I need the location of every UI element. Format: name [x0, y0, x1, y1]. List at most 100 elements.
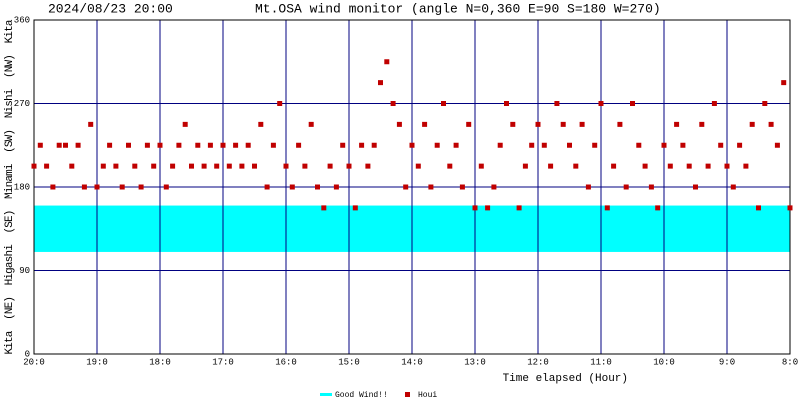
wind-point	[321, 205, 327, 211]
wind-point	[504, 101, 509, 106]
y-tick-label: 270	[14, 99, 30, 109]
x-axis-label: Time elapsed (Hour)	[503, 373, 628, 385]
wind-point	[37, 142, 43, 148]
wind-point	[107, 142, 113, 148]
wind-point	[75, 142, 81, 148]
wind-point	[699, 121, 705, 127]
wind-point	[258, 121, 264, 127]
x-tick-label: 18:0	[149, 357, 171, 367]
wind-point	[189, 163, 194, 169]
wind-point	[705, 163, 711, 169]
chart-title: Mt.OSA wind monitor (angle N=0,360 E=90 …	[255, 1, 661, 16]
wind-point	[434, 142, 440, 148]
wind-point	[396, 121, 402, 127]
wind-point	[176, 142, 182, 148]
wind-point	[737, 142, 743, 148]
wind-point	[686, 163, 692, 169]
wind-point	[390, 101, 396, 106]
wind-point	[270, 142, 276, 148]
wind-point	[315, 184, 320, 190]
x-tick-label: 20:0	[23, 357, 45, 367]
wind-point	[81, 184, 87, 190]
wind-point	[226, 163, 232, 169]
wind-point	[119, 184, 125, 190]
wind-point	[522, 163, 528, 169]
wind-point	[560, 121, 566, 127]
wind-point	[497, 142, 503, 148]
wind-point	[693, 184, 698, 190]
wind-point	[44, 163, 50, 169]
wind-point	[415, 163, 421, 169]
wind-point	[252, 163, 257, 169]
wind-point	[567, 142, 572, 148]
legend-swatch	[405, 392, 410, 397]
wind-point	[749, 121, 755, 127]
wind-point	[56, 142, 62, 148]
wind-point	[756, 205, 761, 211]
wind-point	[516, 205, 522, 211]
wind-point	[195, 142, 201, 148]
wind-point	[579, 121, 585, 127]
y-tick-label: 360	[14, 15, 30, 25]
wind-point	[478, 163, 484, 169]
wind-point	[214, 163, 220, 169]
wind-point	[94, 184, 100, 190]
wind-point	[510, 121, 516, 127]
wind-point	[63, 142, 68, 148]
wind-point	[598, 101, 604, 106]
wind-point	[182, 121, 188, 127]
timestamp: 2024/08/23 20:00	[48, 1, 173, 16]
wind-point	[302, 163, 308, 169]
wind-point	[239, 163, 245, 169]
wind-point	[422, 121, 428, 127]
wind-point	[170, 163, 176, 169]
wind-point	[491, 184, 497, 190]
legend-swatch	[320, 393, 332, 396]
wind-point	[541, 142, 547, 148]
wind-point	[296, 142, 302, 148]
x-tick-label: 12:0	[527, 357, 549, 367]
wind-point	[674, 121, 680, 127]
y-axis-label: Kita (NE) Higashi (SE) Minami (SW) Nishi…	[4, 19, 16, 354]
wind-point	[724, 163, 730, 169]
x-tick-label: 17:0	[212, 357, 234, 367]
wind-point	[333, 184, 339, 190]
wind-point	[69, 163, 75, 169]
x-tick-label: 10:0	[653, 357, 675, 367]
wind-point	[630, 101, 635, 106]
wind-point	[774, 142, 780, 148]
wind-point	[636, 142, 642, 148]
wind-point	[371, 142, 377, 148]
x-tick-label: 14:0	[401, 357, 423, 367]
y-tick-label: 180	[14, 182, 30, 192]
wind-point	[403, 184, 409, 190]
wind-point	[535, 121, 541, 127]
wind-point	[289, 184, 295, 190]
wind-point	[308, 121, 314, 127]
wind-point	[428, 184, 434, 190]
wind-point	[277, 101, 283, 106]
wind-point	[245, 142, 251, 148]
wind-point	[283, 163, 289, 169]
x-tick-label: 19:0	[86, 357, 108, 367]
wind-point	[623, 184, 629, 190]
x-tick-label: 16:0	[275, 357, 297, 367]
wind-point	[447, 163, 453, 169]
wind-point	[346, 163, 352, 169]
x-tick-label: 13:0	[464, 357, 486, 367]
wind-point	[365, 163, 371, 169]
wind-point	[787, 205, 793, 211]
wind-point	[327, 163, 333, 169]
wind-point	[233, 142, 239, 148]
y-tick-label: 90	[19, 266, 30, 276]
wind-point	[466, 121, 472, 127]
wind-point	[340, 142, 346, 148]
wind-point	[592, 142, 598, 148]
wind-point	[485, 205, 491, 211]
wind-point	[441, 101, 446, 106]
y-tick-label: 0	[25, 349, 30, 359]
wind-point	[573, 163, 579, 169]
wind-point	[201, 163, 207, 169]
wind-point	[100, 163, 106, 169]
